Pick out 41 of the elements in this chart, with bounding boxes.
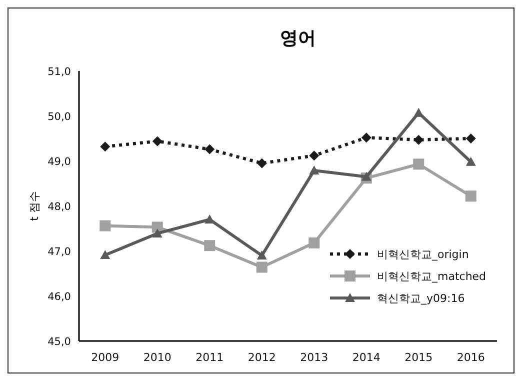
point — [414, 134, 424, 145]
point — [465, 190, 476, 202]
point — [152, 228, 162, 238]
point — [466, 156, 476, 166]
chart-title: 영어 — [280, 28, 316, 49]
x-tick-label: 2011 — [196, 351, 224, 364]
x-tick-label: 2012 — [248, 351, 276, 364]
point — [361, 172, 372, 181]
x-tick-label: 2016 — [456, 351, 485, 364]
point — [100, 250, 110, 260]
point — [414, 108, 424, 117]
point — [309, 150, 320, 161]
legend-label: 혁신학교_y09:16 — [377, 292, 465, 305]
y-axis-title: t 점수 — [28, 191, 41, 221]
point — [100, 142, 110, 152]
y-tick-label: 45,0 — [48, 336, 71, 348]
point — [204, 240, 216, 252]
point — [361, 132, 372, 143]
y-tick-label: 48,0 — [48, 201, 71, 213]
x-tick-label: 2014 — [352, 351, 380, 364]
point — [309, 165, 320, 174]
x-tick-label: 2013 — [300, 351, 328, 364]
point — [152, 136, 162, 146]
point — [256, 250, 267, 260]
legend-label: 비혁신학교_origin — [377, 248, 469, 261]
point — [256, 262, 268, 273]
legend-label: 비혁신학교_matched — [377, 270, 486, 283]
point — [466, 134, 476, 144]
point — [204, 144, 215, 154]
point — [308, 237, 320, 248]
y-tick-label: 49,0 — [48, 156, 71, 168]
y-tick-label: 46,0 — [48, 291, 71, 303]
y-tick-label: 51,0 — [48, 66, 71, 78]
point — [100, 220, 111, 232]
y-tick-label: 50,0 — [48, 111, 71, 123]
point — [413, 158, 424, 170]
x-tick-label: 2009 — [91, 351, 120, 364]
point — [256, 158, 267, 168]
y-tick-label: 47,0 — [48, 246, 71, 258]
x-tick-label: 2010 — [143, 351, 172, 364]
x-tick-label: 2015 — [404, 351, 433, 364]
